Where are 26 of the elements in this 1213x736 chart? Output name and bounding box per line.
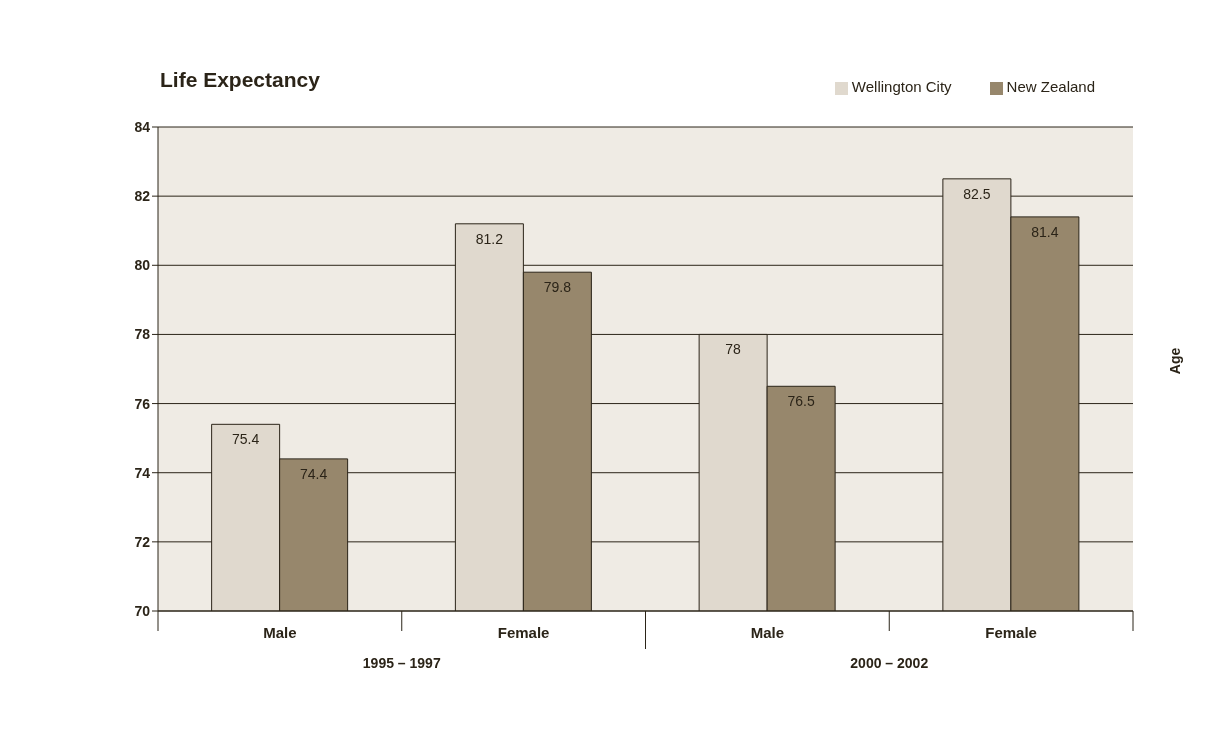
y-tick-label: 74 (134, 464, 151, 481)
chart-title: Life Expectancy (160, 68, 320, 92)
data-label: 75.4 (232, 431, 260, 448)
text: 2000 – 2002 (849, 655, 930, 671)
data-label: 74.4 (300, 465, 328, 482)
data-label: 76.5 (787, 393, 815, 410)
y-tick-label: 70 (134, 602, 151, 619)
x-tick-label: Female (497, 623, 550, 641)
text: 1995 – 1997 (361, 655, 442, 671)
x-tick-label: Male (750, 623, 785, 641)
y-tick-label: 78 (134, 326, 151, 343)
y-tick-label: 80 (134, 257, 151, 274)
data-label: 81.2 (475, 230, 504, 247)
y-tick-label: 76 (134, 395, 151, 412)
y-tick-label: 82 (134, 188, 151, 205)
x-tick-label: Male (263, 623, 297, 641)
y-axis-title: Age (1167, 347, 1183, 374)
y-tick-label: 84 (134, 118, 151, 135)
y-tick-label: 72 (134, 533, 151, 550)
data-label: 81.4 (1031, 223, 1059, 240)
legend-label: New Zealand (1006, 78, 1095, 95)
data-label: 82.5 (963, 185, 991, 202)
x-tick-label: Female (985, 623, 1037, 641)
data-label: 79.8 (543, 279, 572, 296)
data-label: 78 (725, 341, 742, 358)
legend-label: Wellington City (851, 78, 952, 95)
